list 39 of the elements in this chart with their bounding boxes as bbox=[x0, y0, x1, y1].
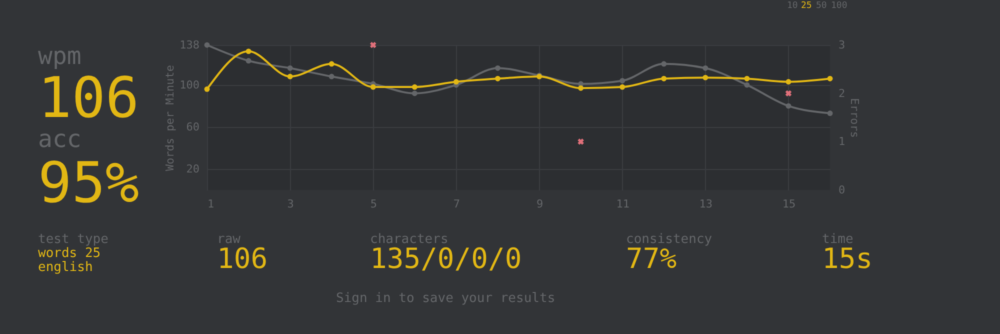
point bbox=[786, 79, 792, 85]
point bbox=[370, 42, 376, 48]
point bbox=[287, 74, 293, 80]
point bbox=[578, 85, 584, 91]
point bbox=[785, 90, 792, 96]
point bbox=[494, 76, 500, 82]
point bbox=[494, 65, 500, 71]
point bbox=[412, 84, 418, 90]
point bbox=[204, 42, 210, 48]
point bbox=[287, 65, 293, 71]
point bbox=[412, 90, 418, 96]
text: 106 bbox=[38, 66, 140, 131]
point bbox=[702, 65, 708, 71]
point bbox=[370, 84, 376, 90]
point bbox=[328, 74, 334, 80]
point bbox=[702, 74, 708, 80]
text: 106 bbox=[217, 242, 268, 275]
text: 135/0/0/0 bbox=[370, 242, 522, 275]
text: words 25 bbox=[38, 246, 101, 261]
point bbox=[827, 110, 833, 116]
point bbox=[620, 84, 626, 90]
point bbox=[744, 82, 750, 88]
point bbox=[328, 61, 334, 67]
point bbox=[661, 76, 667, 82]
point bbox=[246, 48, 252, 54]
point bbox=[827, 76, 833, 82]
text: 15s bbox=[822, 242, 873, 275]
point bbox=[204, 86, 210, 92]
point bbox=[620, 78, 626, 84]
point bbox=[744, 76, 750, 82]
text: 25 bbox=[801, 1, 812, 11]
point bbox=[786, 103, 792, 109]
point bbox=[246, 58, 252, 64]
text: 77% bbox=[626, 242, 677, 275]
text: english bbox=[38, 260, 93, 275]
point bbox=[578, 138, 584, 145]
point bbox=[661, 61, 667, 67]
text: 95% bbox=[38, 151, 140, 216]
point bbox=[453, 79, 459, 85]
